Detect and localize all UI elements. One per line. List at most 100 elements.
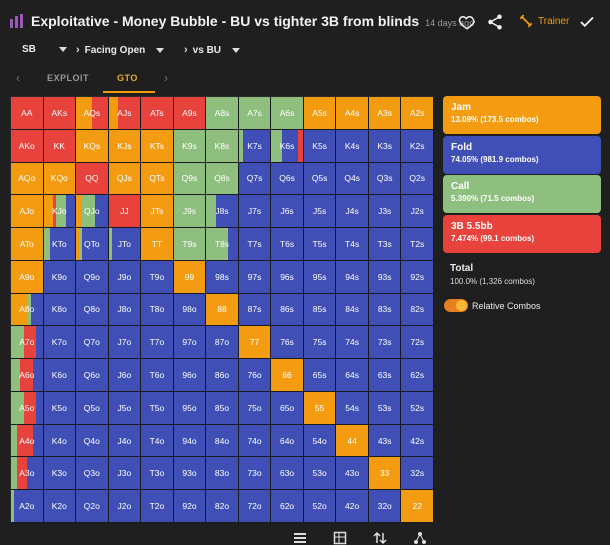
- hand-cell-32o[interactable]: 32o: [368, 490, 402, 523]
- hand-cell-J5o[interactable]: J5o: [108, 391, 142, 425]
- hand-cell-92s[interactable]: 92s: [401, 260, 434, 294]
- hand-cell-JTo[interactable]: JTo: [108, 228, 142, 261]
- hand-cell-JJ[interactable]: JJ: [108, 195, 142, 229]
- hand-cell-J8o[interactable]: J8o: [108, 293, 142, 327]
- hand-cell-K5o[interactable]: K5o: [43, 391, 77, 425]
- hand-cell-76o[interactable]: 76o: [238, 359, 272, 392]
- hand-cell-65s[interactable]: 65s: [303, 359, 337, 392]
- hand-cell-Q4o[interactable]: Q4o: [76, 424, 109, 458]
- hand-cell-82s[interactable]: 82s: [401, 293, 434, 327]
- hand-cell-J5s[interactable]: J5s: [303, 195, 337, 229]
- hand-cell-T4o[interactable]: T4o: [141, 424, 174, 458]
- hand-cell-Q3o[interactable]: Q3o: [76, 457, 109, 491]
- hand-cell-A4o[interactable]: A4o: [11, 424, 44, 458]
- hand-cell-K6o[interactable]: K6o: [43, 359, 77, 392]
- hand-cell-66[interactable]: 66: [271, 359, 304, 392]
- hand-cell-Q9o[interactable]: Q9o: [76, 260, 109, 294]
- legend-call[interactable]: Call 5.390% (71.5 combos): [443, 175, 601, 213]
- hand-cell-A3o[interactable]: A3o: [11, 457, 44, 491]
- hand-cell-62s[interactable]: 62s: [401, 359, 434, 392]
- hand-cell-T3o[interactable]: T3o: [141, 457, 174, 491]
- hand-cell-A7s[interactable]: A7s: [238, 97, 272, 130]
- hand-cell-J3s[interactable]: J3s: [368, 195, 402, 229]
- hand-cell-AJs[interactable]: AJs: [108, 97, 142, 130]
- hand-cell-J6o[interactable]: J6o: [108, 359, 142, 392]
- tab-next-arrow[interactable]: ›: [164, 71, 168, 85]
- hand-cell-K9s[interactable]: K9s: [173, 129, 207, 163]
- hand-cell-32s[interactable]: 32s: [401, 457, 434, 491]
- tab-gto[interactable]: GTO: [117, 73, 138, 83]
- hand-cell-AA[interactable]: AA: [11, 97, 44, 130]
- hand-cell-J7o[interactable]: J7o: [108, 326, 142, 360]
- hand-cell-97o[interactable]: 97o: [173, 326, 207, 360]
- hand-cell-T7s[interactable]: T7s: [238, 228, 272, 261]
- hand-cell-QJs[interactable]: QJs: [108, 162, 142, 196]
- hand-cell-98s[interactable]: 98s: [206, 260, 239, 294]
- hand-cell-54o[interactable]: 54o: [303, 424, 337, 458]
- hand-cell-KTs[interactable]: KTs: [141, 129, 174, 163]
- hand-cell-K2s[interactable]: K2s: [401, 129, 434, 163]
- hand-cell-43o[interactable]: 43o: [336, 457, 369, 491]
- hand-cell-95o[interactable]: 95o: [173, 391, 207, 425]
- position-dropdown[interactable]: SB: [22, 44, 67, 55]
- hand-cell-T8o[interactable]: T8o: [141, 293, 174, 327]
- hand-cell-K6s[interactable]: K6s: [271, 129, 304, 163]
- hand-cell-TT[interactable]: TT: [141, 228, 174, 261]
- hand-cell-A3s[interactable]: A3s: [368, 97, 402, 130]
- table-icon[interactable]: [333, 531, 347, 545]
- hand-cell-KQs[interactable]: KQs: [76, 129, 109, 163]
- hand-cell-T3s[interactable]: T3s: [368, 228, 402, 261]
- hand-cell-J4s[interactable]: J4s: [336, 195, 369, 229]
- hand-cell-AQs[interactable]: AQs: [76, 97, 109, 130]
- hand-cell-74s[interactable]: 74s: [336, 326, 369, 360]
- hand-cell-K3o[interactable]: K3o: [43, 457, 77, 491]
- hand-cell-A2s[interactable]: A2s: [401, 97, 434, 130]
- action-dropdown[interactable]: › Facing Open: [76, 44, 165, 56]
- hand-cell-86o[interactable]: 86o: [206, 359, 239, 392]
- hand-cell-97s[interactable]: 97s: [238, 260, 272, 294]
- hand-cell-AQo[interactable]: AQo: [11, 162, 44, 196]
- hand-cell-87o[interactable]: 87o: [206, 326, 239, 360]
- hand-cell-Q2s[interactable]: Q2s: [401, 162, 434, 196]
- hand-cell-J3o[interactable]: J3o: [108, 457, 142, 491]
- hand-cell-A6s[interactable]: A6s: [271, 97, 304, 130]
- hand-cell-J2o[interactable]: J2o: [108, 490, 142, 523]
- hand-cell-A2o[interactable]: A2o: [11, 490, 44, 523]
- hand-cell-A9s[interactable]: A9s: [173, 97, 207, 130]
- hand-cell-72o[interactable]: 72o: [238, 490, 272, 523]
- trainer-button[interactable]: Trainer: [519, 14, 569, 28]
- hand-cell-75o[interactable]: 75o: [238, 391, 272, 425]
- legend-fold[interactable]: Fold 74.05% (981.9 combos): [443, 136, 601, 174]
- relative-combos-toggle[interactable]: [444, 299, 468, 312]
- hand-cell-64s[interactable]: 64s: [336, 359, 369, 392]
- hand-cell-52s[interactable]: 52s: [401, 391, 434, 425]
- hand-cell-KQo[interactable]: KQo: [43, 162, 77, 196]
- hand-cell-88[interactable]: 88: [206, 293, 239, 327]
- hand-cell-JTs[interactable]: JTs: [141, 195, 174, 229]
- hand-cell-K2o[interactable]: K2o: [43, 490, 77, 523]
- network-icon[interactable]: [413, 531, 427, 545]
- hand-cell-85s[interactable]: 85s: [303, 293, 337, 327]
- hand-cell-Q6o[interactable]: Q6o: [76, 359, 109, 392]
- hand-cell-95s[interactable]: 95s: [303, 260, 337, 294]
- hand-cell-74o[interactable]: 74o: [238, 424, 272, 458]
- hand-cell-22[interactable]: 22: [401, 490, 434, 523]
- hand-cell-76s[interactable]: 76s: [271, 326, 304, 360]
- hand-cell-J9s[interactable]: J9s: [173, 195, 207, 229]
- hand-cell-K7s[interactable]: K7s: [238, 129, 272, 163]
- hand-cell-52o[interactable]: 52o: [303, 490, 337, 523]
- hand-cell-KK[interactable]: KK: [43, 129, 77, 163]
- hand-cell-QTo[interactable]: QTo: [76, 228, 109, 261]
- hand-cell-K8s[interactable]: K8s: [206, 129, 239, 163]
- hand-cell-84o[interactable]: 84o: [206, 424, 239, 458]
- list-icon[interactable]: [293, 531, 307, 545]
- tab-exploit[interactable]: EXPLOIT: [47, 73, 90, 83]
- hand-cell-J7s[interactable]: J7s: [238, 195, 272, 229]
- hand-cell-AJo[interactable]: AJo: [11, 195, 44, 229]
- hand-cell-42o[interactable]: 42o: [336, 490, 369, 523]
- hand-cell-A4s[interactable]: A4s: [336, 97, 369, 130]
- hand-cell-75s[interactable]: 75s: [303, 326, 337, 360]
- hand-cell-42s[interactable]: 42s: [401, 424, 434, 458]
- hand-cell-QJo[interactable]: QJo: [76, 195, 109, 229]
- hand-cell-64o[interactable]: 64o: [271, 424, 304, 458]
